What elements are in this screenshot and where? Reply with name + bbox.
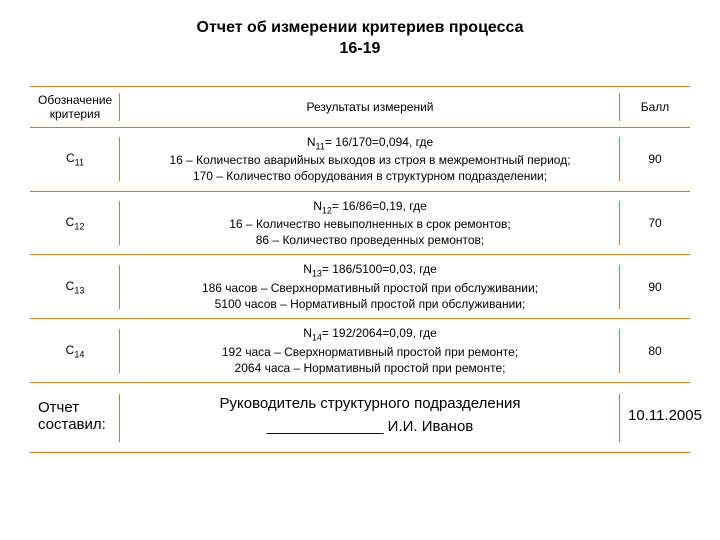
result-line1: N11= 16/170=0,094, где bbox=[307, 135, 433, 149]
result-line2: 16 – Количество невыполненных в срок рем… bbox=[229, 217, 510, 231]
result-line3: 170 – Количество оборудования в структур… bbox=[193, 169, 547, 183]
criteria-code: С14 bbox=[30, 319, 120, 383]
criteria-result: N13= 186/5100=0,03, где 186 часов – Сверх… bbox=[120, 255, 620, 319]
table-row: С12 N12= 16/86=0,19, где 16 – Количество н… bbox=[30, 191, 690, 255]
criteria-score: 90 bbox=[620, 127, 690, 191]
criteria-code: С12 bbox=[30, 191, 120, 255]
result-line3: 86 – Количество проведенных ремонтов; bbox=[256, 233, 485, 247]
code-sub: 11 bbox=[75, 157, 84, 167]
footer-role: Руководитель структурного подразделения bbox=[220, 395, 521, 412]
result-line2: 192 часа – Сверхнормативный простой при … bbox=[222, 345, 518, 359]
criteria-result: N14= 192/2064=0,09, где 192 часа – Сверхн… bbox=[120, 319, 620, 383]
result-line2: 16 – Количество аварийных выходов из стр… bbox=[169, 153, 570, 167]
title-line1: Отчет об измерении критериев процесса bbox=[197, 19, 524, 36]
report-page: Отчет об измерении критериев процесса 16… bbox=[0, 0, 720, 453]
criteria-score: 70 bbox=[620, 191, 690, 255]
criteria-score: 80 bbox=[620, 319, 690, 383]
criteria-table: Обозначение критерия Результаты измерени… bbox=[30, 86, 690, 454]
footer-label: Отчет составил: bbox=[30, 383, 120, 453]
table-footer-row: Отчет составил: Руководитель структурног… bbox=[30, 383, 690, 453]
table-row: С14 N14= 192/2064=0,09, где 192 часа – Све… bbox=[30, 319, 690, 383]
footer-signature: Руководитель структурного подразделения … bbox=[120, 383, 620, 453]
col-header-result: Результаты измерений bbox=[120, 86, 620, 127]
report-title: Отчет об измерении критериев процесса 16… bbox=[30, 18, 690, 60]
table-row: С11 N11= 16/170=0,094, где 16 – Количество… bbox=[30, 127, 690, 191]
code-base: С bbox=[66, 151, 75, 165]
result-line3: 5100 часов – Нормативный простой при обс… bbox=[215, 297, 526, 311]
table-header-row: Обозначение критерия Результаты измерени… bbox=[30, 86, 690, 127]
criteria-result: N12= 16/86=0,19, где 16 – Количество невы… bbox=[120, 191, 620, 255]
table-row: С13 N13= 186/5100=0,03, где 186 часов – Св… bbox=[30, 255, 690, 319]
footer-name: ______________ И.И. Иванов bbox=[267, 418, 474, 435]
col-header-code: Обозначение критерия bbox=[30, 86, 120, 127]
col-header-score: Балл bbox=[620, 86, 690, 127]
code-sub: 13 bbox=[74, 285, 84, 295]
code-sub: 12 bbox=[74, 221, 84, 231]
criteria-code: С11 bbox=[30, 127, 120, 191]
criteria-result: N11= 16/170=0,094, где 16 – Количество ав… bbox=[120, 127, 620, 191]
criteria-code: С13 bbox=[30, 255, 120, 319]
result-line2: 186 часов – Сверхнормативный простой при… bbox=[202, 281, 538, 295]
result-line1: N13= 186/5100=0,03, где bbox=[303, 262, 437, 276]
criteria-score: 90 bbox=[620, 255, 690, 319]
footer-date: 10.11.2005 bbox=[620, 383, 690, 453]
code-sub: 14 bbox=[74, 349, 84, 359]
result-line1: N12= 16/86=0,19, где bbox=[313, 199, 427, 213]
title-line2: 16-19 bbox=[340, 40, 381, 57]
result-line1: N14= 192/2064=0,09, где bbox=[303, 326, 437, 340]
result-line3: 2064 часа – Нормативный простой при ремо… bbox=[235, 361, 506, 375]
